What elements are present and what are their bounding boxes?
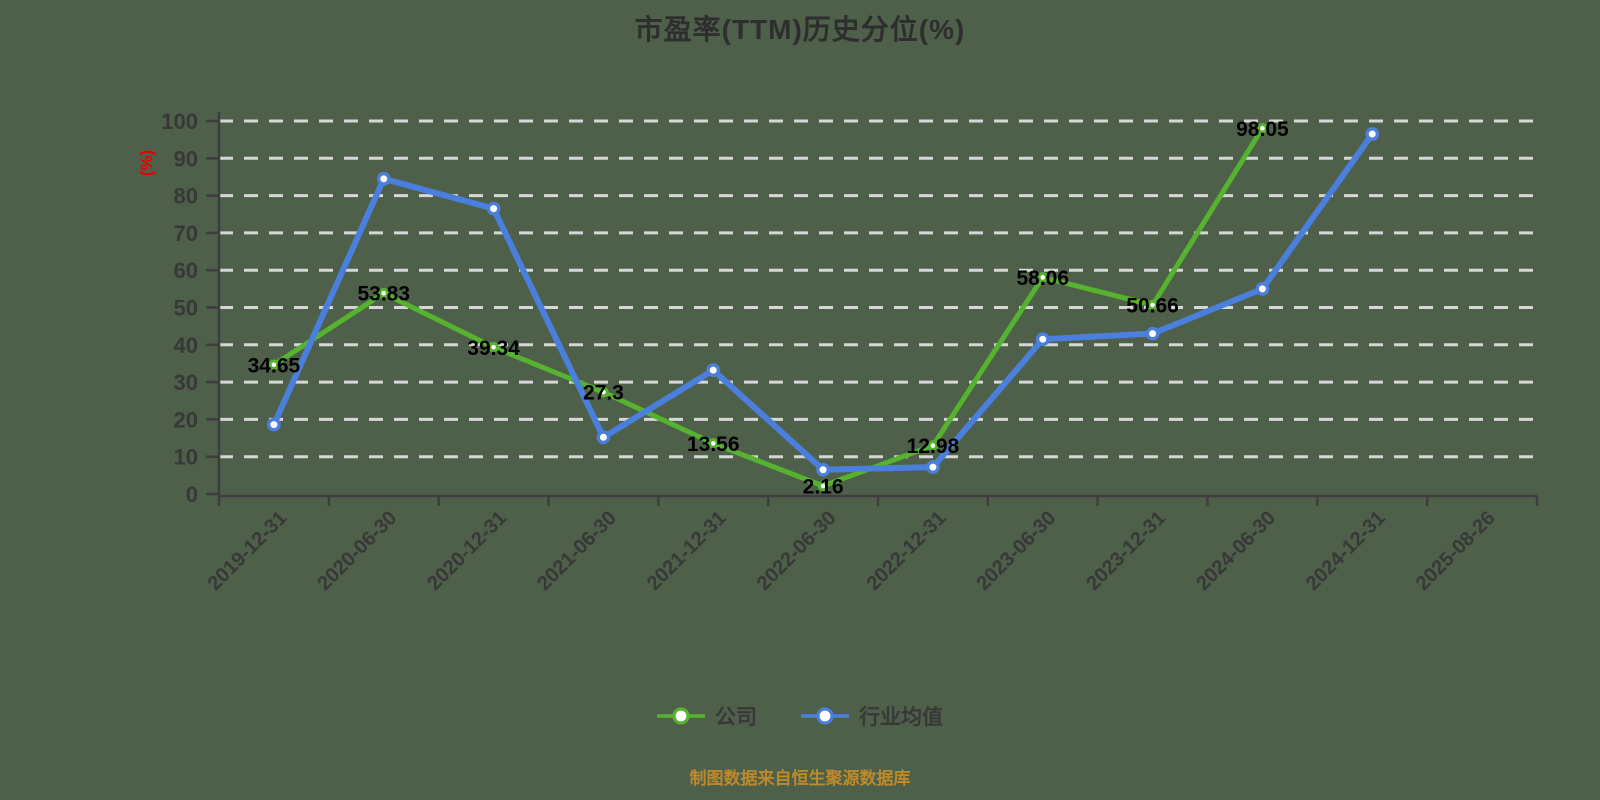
industry-point-2020-12-31[interactable] <box>486 201 501 216</box>
y-axis-unit-label: (%) <box>137 150 156 176</box>
x-tick-label-2021-12-31: 2021-12-31 <box>643 507 731 595</box>
x-tick-label-2021-06-30: 2021-06-30 <box>533 507 621 595</box>
x-tick-label-2019-12-31: 2019-12-31 <box>204 507 292 595</box>
industry-point-2022-12-31[interactable] <box>926 460 940 475</box>
legend-label-company: 公司 <box>715 706 757 729</box>
industry-point-2020-06-30[interactable] <box>376 171 391 186</box>
point-value-label-2022-06-30: 2.16 <box>803 475 844 498</box>
point-value-label-2024-06-30: 98.05 <box>1236 118 1289 141</box>
y-tick-label-30: 30 <box>174 370 198 395</box>
y-tick-label-90: 90 <box>174 146 198 171</box>
industry-point-2019-12-31[interactable] <box>267 417 281 432</box>
legend-label-industry: 行业均值 <box>859 706 943 729</box>
legend-item-industry[interactable]: 行业均值 <box>801 701 943 731</box>
legend-industry-marker-icon <box>801 707 849 725</box>
industry-point-2021-12-31[interactable] <box>706 363 721 378</box>
y-tick-label-10: 10 <box>174 445 198 470</box>
y-tick-label-20: 20 <box>174 407 198 432</box>
legend-item-company[interactable]: 公司 <box>657 701 757 731</box>
company-point-2023-06-30[interactable] <box>1037 272 1049 283</box>
company-point-2024-06-30[interactable] <box>1257 122 1268 134</box>
company-point-2021-12-31[interactable] <box>707 438 719 449</box>
point-value-label-2019-12-31: 34.65 <box>248 354 301 377</box>
x-tick-label-2020-06-30: 2020-06-30 <box>313 507 401 595</box>
x-tick-label-2024-12-31: 2024-12-31 <box>1302 507 1390 595</box>
legend-company-marker-icon <box>657 707 705 725</box>
x-tick-label-2023-12-31: 2023-12-31 <box>1082 507 1170 595</box>
company-point-2019-12-31[interactable] <box>268 359 280 371</box>
point-value-label-2023-06-30: 58.06 <box>1016 267 1069 290</box>
industry-point-2021-06-30[interactable] <box>596 430 611 445</box>
company-point-2020-06-30[interactable] <box>378 287 390 299</box>
x-tick-label-2020-12-31: 2020-12-31 <box>423 507 511 595</box>
chart-title: 市盈率(TTM)历史分位(%) <box>634 14 966 45</box>
point-value-label-2023-12-31: 50.66 <box>1126 295 1179 318</box>
company-line[interactable] <box>271 125 1265 489</box>
company-point-2021-06-30[interactable] <box>598 386 609 398</box>
industry-point-2024-06-30[interactable] <box>1255 281 1270 296</box>
x-tick-label-2023-06-30: 2023-06-30 <box>972 507 1060 595</box>
point-value-label-2021-12-31: 13.56 <box>687 433 740 456</box>
y-tick-label-0: 0 <box>186 482 198 507</box>
company-point-2022-12-31[interactable] <box>927 440 939 451</box>
x-tick-label-2022-12-31: 2022-12-31 <box>863 507 951 595</box>
x-tick-label-2022-06-30: 2022-06-30 <box>753 507 841 595</box>
data-source-note: 制图数据来自恒生聚源数据库 <box>689 769 911 788</box>
y-tick-label-40: 40 <box>174 333 198 358</box>
legend: 公司 行业均值 <box>0 701 1600 731</box>
industry-point-2024-12-31[interactable] <box>1365 127 1380 141</box>
company-point-2022-06-30[interactable] <box>817 480 829 492</box>
point-value-label-2021-06-30: 27.3 <box>583 382 624 405</box>
y-tick-label-50: 50 <box>174 296 198 321</box>
x-tick-label-2024-06-30: 2024-06-30 <box>1192 507 1280 595</box>
industry-point-2023-06-30[interactable] <box>1035 332 1050 347</box>
y-tick-label-60: 60 <box>174 258 198 283</box>
y-tick-label-80: 80 <box>174 184 198 209</box>
industry-point-2023-12-31[interactable] <box>1145 326 1160 341</box>
point-value-label-2022-12-31: 12.98 <box>907 435 960 458</box>
point-value-label-2020-12-31: 39.34 <box>467 337 520 360</box>
company-point-2020-12-31[interactable] <box>488 341 499 353</box>
point-value-label-2020-06-30: 53.83 <box>357 283 410 306</box>
industry-point-2022-06-30[interactable] <box>816 462 830 477</box>
company-point-2023-12-31[interactable] <box>1147 299 1158 311</box>
y-tick-label-100: 100 <box>161 109 198 134</box>
x-tick-label-2025-08-26: 2025-08-26 <box>1412 507 1500 595</box>
y-tick-label-70: 70 <box>174 221 198 246</box>
